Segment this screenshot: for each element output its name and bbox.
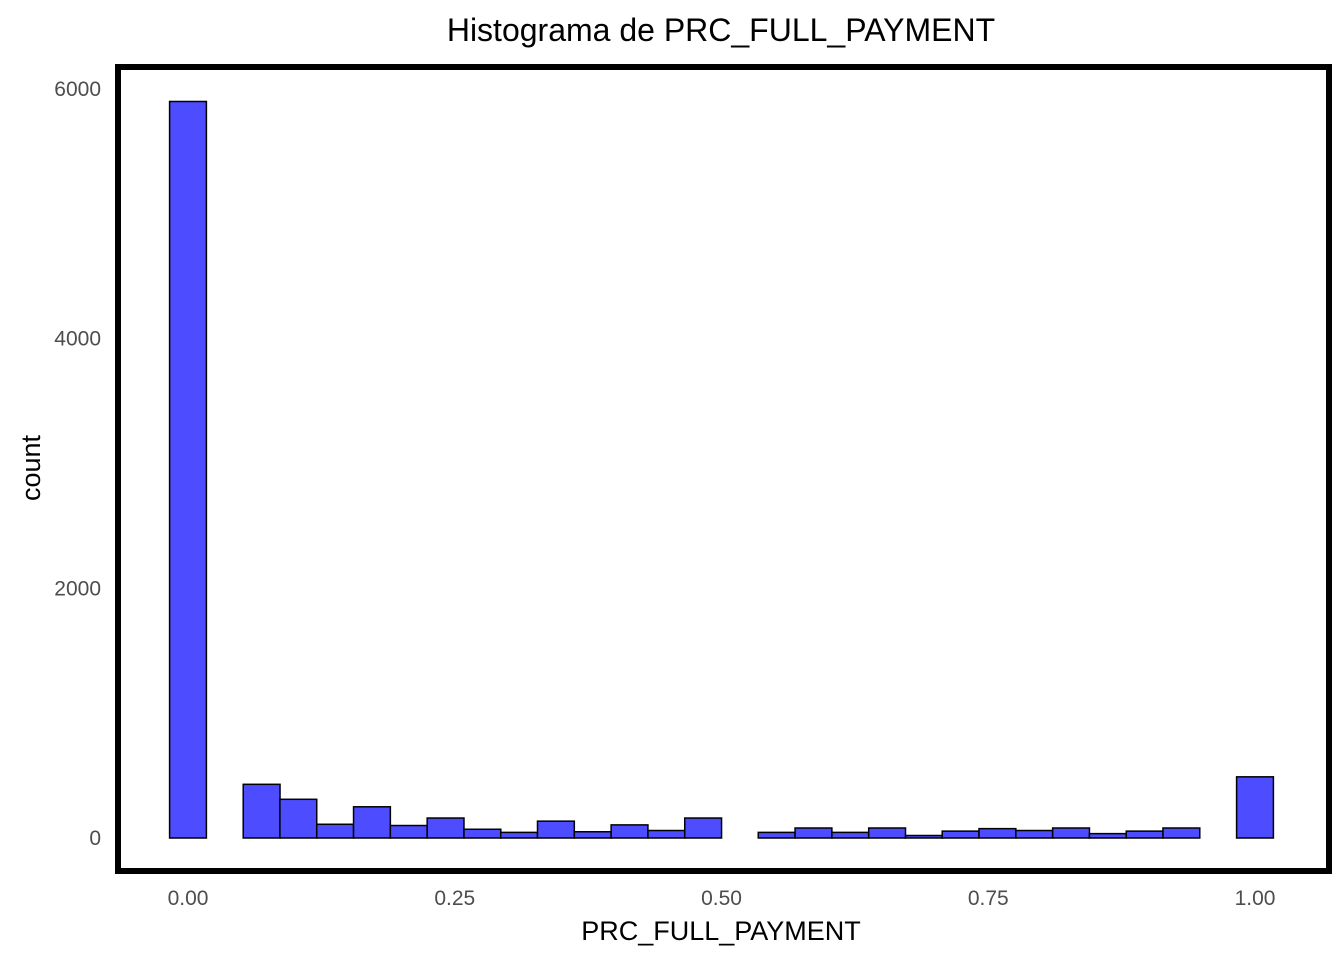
histogram-bar (867, 827, 907, 839)
y-tick-label: 6000 (54, 78, 101, 101)
histogram-bar (389, 824, 428, 839)
histogram-bar (1015, 829, 1054, 839)
panel-border (115, 64, 1332, 874)
histogram-bar (463, 828, 502, 839)
histogram-bar (242, 783, 281, 839)
chart-title: Histograma de PRC_FULL_PAYMENT (447, 12, 995, 48)
bars-group (168, 100, 1275, 839)
y-tick-label: 4000 (54, 328, 101, 351)
x-tick-label: 0.25 (434, 887, 475, 910)
histogram-bar (1088, 832, 1128, 839)
x-tick-label: 1.00 (1235, 887, 1276, 910)
histogram-bar (536, 820, 576, 839)
y-axis: 0 2000 4000 6000 (54, 78, 101, 850)
histogram-bar (1162, 827, 1201, 839)
histogram-bar (904, 834, 944, 839)
histogram-bar (647, 829, 686, 839)
histogram-bar (1125, 830, 1164, 839)
histogram-bar (757, 831, 796, 839)
histogram-bar (1051, 827, 1091, 839)
x-tick-label: 0.50 (701, 887, 742, 910)
y-tick-label: 0 (89, 827, 101, 850)
histogram-bar (168, 100, 208, 839)
histogram-bar (426, 817, 465, 839)
x-axis: 0.00 0.25 0.50 0.75 1.00 (168, 887, 1276, 910)
histogram-bar (1235, 776, 1275, 839)
histogram-bar (794, 827, 833, 839)
x-axis-title: PRC_FULL_PAYMENT (581, 916, 861, 946)
histogram-bar (315, 823, 355, 839)
histogram-bar (610, 824, 649, 839)
histogram-bar (941, 830, 980, 839)
x-tick-label: 0.00 (168, 887, 209, 910)
histogram-bar (831, 831, 870, 839)
x-tick-label: 0.75 (968, 887, 1009, 910)
histogram-bar (279, 798, 318, 839)
histogram-bar (683, 817, 723, 839)
y-axis-title: count (16, 434, 46, 501)
histogram-bar (352, 806, 392, 839)
y-tick-label: 2000 (54, 577, 101, 600)
histogram-bar (978, 827, 1017, 839)
histogram-bar (499, 831, 539, 839)
histogram-bar (573, 831, 612, 839)
